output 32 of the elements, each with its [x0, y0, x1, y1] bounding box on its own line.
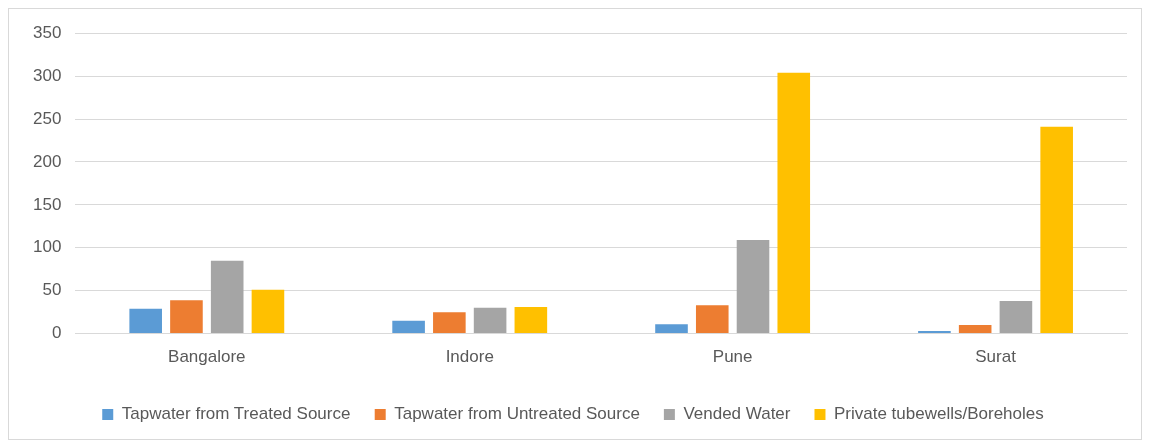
bar	[777, 72, 811, 334]
x-tick-label: Pune	[712, 347, 753, 367]
y-tick-label: 100	[32, 237, 62, 257]
legend-label: Vended Water	[683, 404, 791, 424]
y-tick-label: 250	[32, 108, 62, 128]
bar	[655, 324, 688, 334]
bar	[958, 325, 992, 334]
y-tick-label: 0	[51, 323, 62, 343]
bar	[170, 300, 203, 334]
bar	[129, 308, 162, 334]
y-tick-label: 350	[32, 22, 62, 42]
bar	[514, 306, 548, 334]
bar	[736, 240, 770, 334]
x-tick-label: Bangalore	[168, 347, 246, 367]
bar	[918, 331, 951, 334]
bar	[999, 300, 1033, 334]
bar	[695, 305, 729, 334]
x-tick-label: Surat	[975, 347, 1017, 367]
y-tick-label: 50	[42, 280, 62, 300]
x-tick-label: Indore	[445, 347, 494, 367]
bar	[433, 312, 466, 334]
bar	[392, 320, 425, 334]
y-tick-label: 200	[32, 151, 62, 171]
y-tick-label: 150	[32, 194, 62, 214]
bar	[473, 307, 507, 334]
y-tick-label: 300	[32, 65, 62, 85]
legend-label: Tapwater from Treated Source	[121, 404, 351, 424]
bar	[210, 260, 244, 334]
legend-label: Tapwater from Untreated Source	[394, 404, 640, 424]
bar	[251, 289, 285, 334]
bar	[1040, 126, 1073, 334]
legend-label: Private tubewells/Boreholes	[833, 404, 1044, 424]
